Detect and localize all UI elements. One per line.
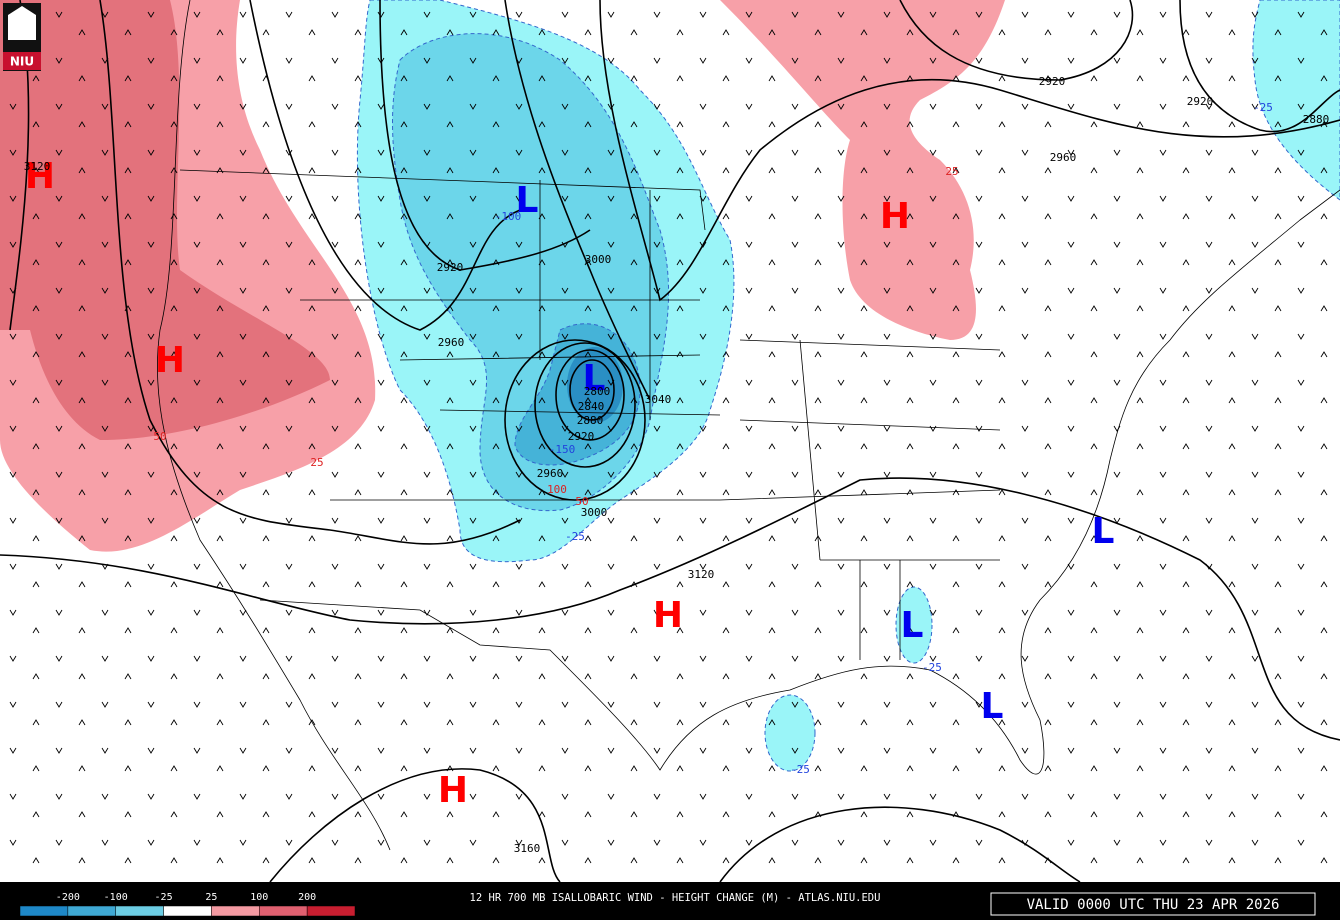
colorbar-label: 200 <box>298 892 316 903</box>
colorbar-swatch <box>67 905 116 917</box>
pressure-center: H <box>438 770 468 811</box>
footer-title: 12 HR 700 MB ISALLOBARIC WIND - HEIGHT C… <box>470 892 881 904</box>
change-label: 25 <box>310 456 323 469</box>
colorbar-label: -100 <box>104 892 128 903</box>
logo-band <box>3 52 41 70</box>
colorbar-swatch <box>19 905 69 917</box>
height-label: 2880 <box>577 414 604 427</box>
colorbar-label: -200 <box>56 892 80 903</box>
height-label: 3040 <box>645 393 672 406</box>
colorbar-swatch <box>163 905 212 917</box>
height-label: 2880 <box>1303 113 1330 126</box>
height-label: 3120 <box>24 160 51 173</box>
change-label: -25 <box>1253 101 1273 114</box>
height-contours <box>0 0 1340 883</box>
colorbar-swatch <box>259 905 308 917</box>
height-label: 2920 <box>1039 75 1066 88</box>
pressure-center: L <box>901 605 924 646</box>
height-label: 2960 <box>1050 151 1077 164</box>
colorbar-label: 100 <box>250 892 268 903</box>
pressure-center: L <box>1092 511 1115 552</box>
pressure-center: L <box>981 686 1004 727</box>
pressure-center: H <box>653 595 683 636</box>
colorbar-label: 25 <box>205 892 217 903</box>
change-label: 25 <box>945 165 958 178</box>
colorbar-swatch <box>115 905 164 917</box>
height-label: 3000 <box>585 253 612 266</box>
height-label: 2920 <box>437 261 464 274</box>
boundaries <box>157 0 1340 851</box>
valid-time: VALID 0000 UTC THU 23 APR 2026 <box>1027 897 1280 913</box>
logo-building <box>8 6 36 40</box>
valid-box <box>990 892 1316 916</box>
logo-text: NIU <box>10 55 34 69</box>
change-label: -100 <box>495 210 522 223</box>
height-label: 3160 <box>514 842 541 855</box>
change-label: -150 <box>549 443 576 456</box>
change-label: 50 <box>153 430 166 443</box>
change-label: -25 <box>790 763 810 776</box>
change-label: 100 <box>547 483 567 496</box>
colorbar-label: -25 <box>155 892 173 903</box>
colorbar-swatch <box>211 905 260 917</box>
height-label: 3000 <box>581 506 608 519</box>
wind-arrows <box>0 0 1340 882</box>
height-label: 2960 <box>438 336 465 349</box>
height-label: 2920 <box>568 430 595 443</box>
change-label: -25 <box>922 661 942 674</box>
height-label: 2920 <box>1187 95 1214 108</box>
change-label: 50 <box>575 495 588 508</box>
height-label: 2800 <box>584 385 611 398</box>
pressure-center: H <box>155 340 185 381</box>
height-label: 2840 <box>578 400 605 413</box>
pressure-center: L <box>583 358 606 399</box>
change-label: -25 <box>565 530 585 543</box>
pressure-center: H <box>880 196 910 237</box>
colorbar-swatch <box>306 905 356 917</box>
height-label: 2960 <box>537 467 564 480</box>
height-label: 3120 <box>688 568 715 581</box>
pressure-center: L <box>516 180 539 221</box>
pressure-center: H <box>25 156 55 197</box>
